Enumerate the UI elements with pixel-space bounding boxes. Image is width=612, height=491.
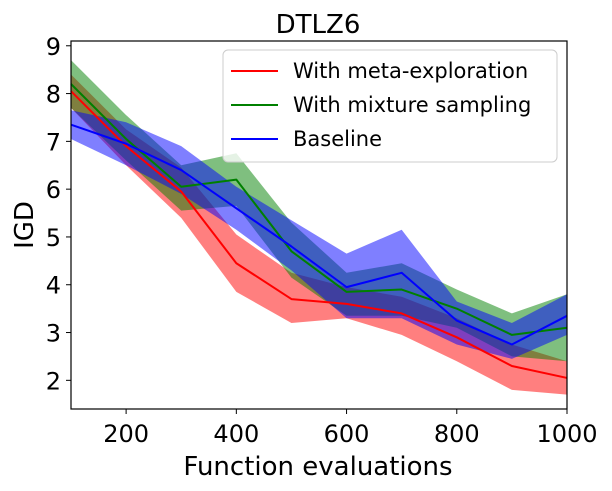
series-lines: [70, 83, 568, 379]
y-tick-label: 6: [46, 176, 61, 204]
legend-label: With meta-exploration: [293, 59, 528, 83]
x-tick-label: 400: [213, 420, 259, 448]
legend-label: Baseline: [293, 127, 382, 151]
y-tick-label: 3: [46, 320, 61, 348]
y-tick-label: 5: [46, 224, 61, 252]
chart-title: DTLZ6: [276, 10, 361, 40]
legend-box: [222, 49, 558, 163]
legend-label: With mixture sampling: [293, 93, 531, 117]
line-baseline: [70, 123, 568, 346]
x-tick-label: 600: [324, 420, 370, 448]
y-tick-label: 8: [46, 81, 61, 109]
confidence-bands: [71, 60, 567, 395]
y-tick-label: 7: [46, 128, 61, 156]
x-tick-label: 1000: [536, 420, 597, 448]
x-axis-ticks: 200 400 600 800 1000: [103, 409, 598, 448]
x-axis-label: Function evaluations: [183, 452, 452, 482]
y-tick-label: 4: [46, 272, 61, 300]
plot-frame: [70, 40, 568, 410]
legend: With meta-exploration With mixture sampli…: [222, 49, 558, 163]
line-with-meta-exploration: [70, 90, 568, 379]
band-baseline: [71, 110, 567, 359]
x-tick-label: 200: [103, 420, 149, 448]
y-axis-label: IGD: [10, 201, 40, 249]
y-axis-ticks: 2 3 4 5 6 7 8 9: [46, 33, 71, 395]
y-tick-label: 2: [46, 367, 61, 395]
x-tick-label: 800: [434, 420, 480, 448]
y-tick-label: 9: [46, 33, 61, 61]
line-with-mixture-sampling: [70, 83, 568, 336]
